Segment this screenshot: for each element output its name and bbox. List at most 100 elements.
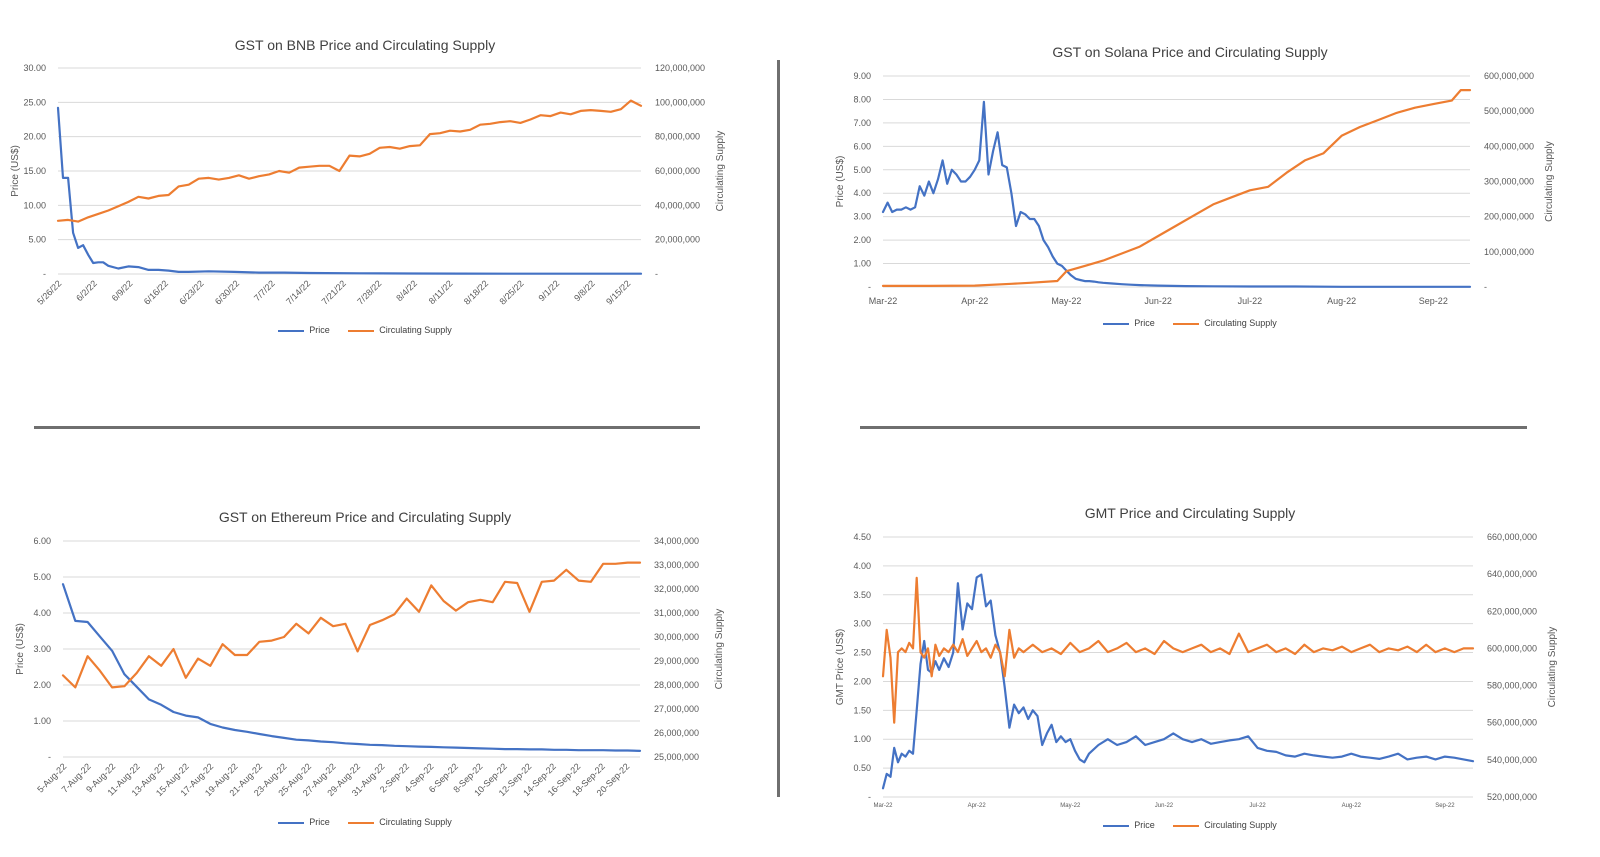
y-tick-label: 30.00 bbox=[23, 63, 46, 73]
legend-label-supply: Circulating Supply bbox=[379, 817, 452, 827]
legend-swatch-price bbox=[278, 821, 305, 824]
y2-tick-label: 27,000,000 bbox=[654, 704, 699, 714]
legend-label-supply: Circulating Supply bbox=[1204, 820, 1277, 830]
x-tick-label: Sep-22 bbox=[1419, 296, 1448, 306]
y-tick-label: - bbox=[868, 792, 871, 802]
y2-tick-label: 400,000,000 bbox=[1484, 141, 1534, 151]
x-tick-label: 7/21/22 bbox=[320, 278, 348, 306]
chart-title: GST on Ethereum Price and Circulating Su… bbox=[218, 509, 512, 525]
x-tick-label: Sep-22 bbox=[1435, 803, 1455, 809]
y2-tick-label: 640,000,000 bbox=[1487, 569, 1537, 579]
y-tick-label: 1.00 bbox=[853, 259, 871, 269]
y-axis-title: Price (US$) bbox=[10, 145, 21, 197]
y2-tick-label: 20,000,000 bbox=[655, 235, 700, 245]
series-line-circulating-supply bbox=[881, 576, 1475, 724]
y-tick-label: - bbox=[48, 752, 51, 762]
y-tick-label: 1.00 bbox=[33, 716, 51, 726]
y-tick-label: 8.00 bbox=[853, 94, 871, 104]
y-tick-label: 5.00 bbox=[28, 235, 46, 245]
legend-swatch-supply bbox=[1173, 322, 1200, 325]
y2-tick-label: 560,000,000 bbox=[1487, 718, 1537, 728]
legend-item-supply: Circulating Supply bbox=[1173, 820, 1277, 830]
y-tick-label: 3.50 bbox=[853, 590, 871, 600]
legend-swatch-supply bbox=[348, 821, 375, 824]
y2-tick-label: 28,000,000 bbox=[654, 680, 699, 690]
y-tick-label: 15.00 bbox=[23, 166, 46, 176]
x-tick-label: Aug-22 bbox=[1342, 803, 1362, 809]
y-tick-label: - bbox=[43, 269, 46, 279]
x-tick-label: 9/8/22 bbox=[572, 278, 597, 303]
chart-legend: Price Circulating Supply bbox=[790, 318, 1590, 328]
chart-legend: Price Circulating Supply bbox=[0, 817, 730, 827]
y2-tick-label: 40,000,000 bbox=[655, 200, 700, 210]
x-tick-label: 7/14/22 bbox=[284, 278, 312, 306]
y2-tick-label: 100,000,000 bbox=[655, 97, 705, 107]
y-tick-label: 3.00 bbox=[853, 212, 871, 222]
y2-tick-label: 80,000,000 bbox=[655, 132, 700, 142]
chart-title: GST on Solana Price and Circulating Supp… bbox=[1052, 44, 1328, 60]
x-tick-label: Jul-22 bbox=[1249, 803, 1266, 809]
x-tick-label: 8/25/22 bbox=[497, 278, 525, 306]
y-axis-title: GMT Price (US$) bbox=[835, 629, 846, 706]
y2-tick-label: - bbox=[655, 269, 658, 279]
x-tick-label: 5/26/22 bbox=[35, 278, 63, 306]
y-tick-label: 5.00 bbox=[33, 572, 51, 582]
y2-tick-label: 34,000,000 bbox=[654, 536, 699, 546]
legend-item-price: Price bbox=[278, 817, 330, 827]
y2-tick-label: 26,000,000 bbox=[654, 728, 699, 738]
x-tick-label: 6/2/22 bbox=[74, 278, 99, 303]
x-tick-label: Mar-22 bbox=[869, 296, 898, 306]
y-tick-label: 10.00 bbox=[23, 200, 46, 210]
y2-tick-label: 120,000,000 bbox=[655, 63, 705, 73]
y2-tick-label: 200,000,000 bbox=[1484, 212, 1534, 222]
y-tick-label: 2.00 bbox=[853, 235, 871, 245]
x-tick-label: 9/1/22 bbox=[537, 278, 562, 303]
y2-tick-label: 580,000,000 bbox=[1487, 681, 1537, 691]
chart-panel-ethereum: GST on Ethereum Price and Circulating Su… bbox=[0, 470, 760, 857]
x-tick-label: 8/11/22 bbox=[427, 278, 455, 306]
y-tick-label: 2.00 bbox=[853, 676, 871, 686]
y-tick-label: 0.50 bbox=[853, 763, 871, 773]
x-tick-label: May-22 bbox=[1051, 296, 1081, 306]
y-axis-title: Price (US$) bbox=[835, 156, 846, 208]
y2-tick-label: 600,000,000 bbox=[1487, 643, 1537, 653]
legend-swatch-price bbox=[278, 329, 305, 332]
y-tick-label: 7.00 bbox=[853, 118, 871, 128]
x-tick-label: 6/23/22 bbox=[177, 278, 205, 306]
x-tick-label: 8/4/22 bbox=[394, 278, 419, 303]
series-line-price bbox=[881, 100, 1472, 288]
series-line-circulating-supply bbox=[61, 561, 642, 689]
y2-tick-label: 540,000,000 bbox=[1487, 755, 1537, 765]
legend-label-price: Price bbox=[1134, 820, 1155, 830]
y-tick-label: 6.00 bbox=[33, 536, 51, 546]
legend-item-supply: Circulating Supply bbox=[1173, 318, 1277, 328]
y-tick-label: 4.00 bbox=[853, 188, 871, 198]
legend-swatch-supply bbox=[348, 329, 375, 332]
vertical-divider bbox=[777, 60, 780, 797]
chart-panel-bnb: GST on BNB Price and Circulating Supply … bbox=[0, 0, 760, 400]
y-tick-label: 3.00 bbox=[33, 644, 51, 654]
y-tick-label: 5.00 bbox=[853, 165, 871, 175]
series-line-price bbox=[61, 583, 642, 752]
y-tick-label: 6.00 bbox=[853, 141, 871, 151]
y-tick-label: 20.00 bbox=[23, 132, 46, 142]
y-tick-label: 25.00 bbox=[23, 97, 46, 107]
y2-tick-label: 500,000,000 bbox=[1484, 106, 1534, 116]
series-line-circulating-supply bbox=[56, 99, 643, 223]
y-tick-label: 4.00 bbox=[853, 561, 871, 571]
chart-panel-solana: GST on Solana Price and Circulating Supp… bbox=[790, 0, 1600, 400]
y2-axis-title: Circulating Supply bbox=[1547, 627, 1558, 708]
chart-legend: Price Circulating Supply bbox=[790, 820, 1590, 830]
y2-axis-title: Circulating Supply bbox=[714, 609, 725, 690]
y2-tick-label: - bbox=[1484, 282, 1487, 292]
chart-plot-gmt: - 0.50 1.00 1.50 2.00 2.50 3.00 3.50 4.00 4.50 520… bbox=[835, 532, 1558, 809]
legend-item-price: Price bbox=[278, 325, 330, 335]
x-tick-label: Apr-22 bbox=[968, 803, 987, 809]
series-line-price bbox=[56, 106, 643, 275]
x-tick-label: 8/18/22 bbox=[462, 278, 490, 306]
y2-tick-label: 60,000,000 bbox=[655, 166, 700, 176]
x-tick-label: Apr-22 bbox=[961, 296, 988, 306]
y2-tick-label: 520,000,000 bbox=[1487, 792, 1537, 802]
legend-item-supply: Circulating Supply bbox=[348, 817, 452, 827]
x-tick-label: Jun-22 bbox=[1144, 296, 1172, 306]
